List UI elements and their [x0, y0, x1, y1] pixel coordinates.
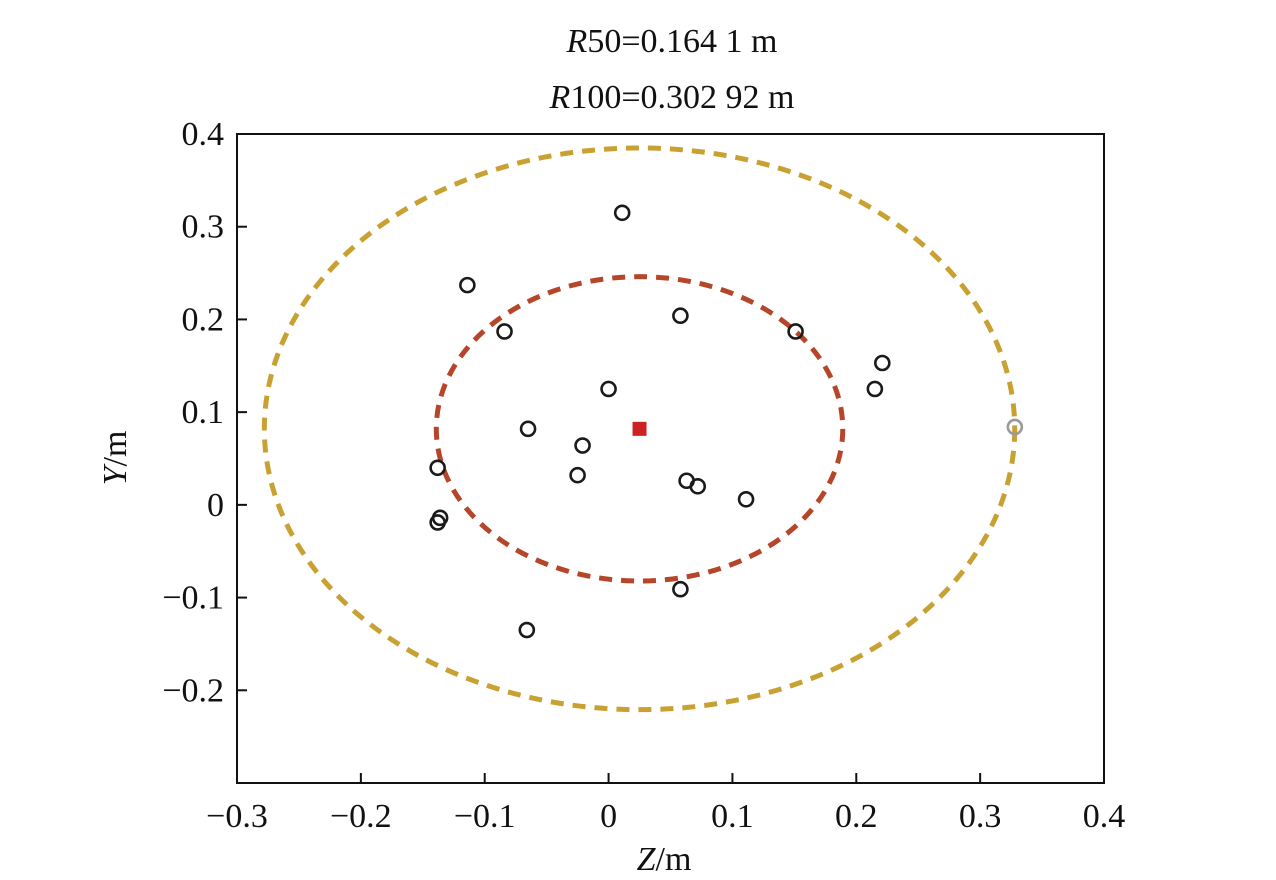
- outlier-point: [1006, 418, 1024, 436]
- data-point: [429, 459, 446, 477]
- y-tick-label: 0: [207, 487, 224, 524]
- x-tick-label: −0.1: [454, 798, 516, 835]
- data-point: [429, 514, 446, 531]
- y-tick-label: 0.2: [182, 301, 225, 338]
- data-point: [519, 420, 537, 438]
- data-point: [613, 204, 631, 222]
- center-marker: [632, 421, 647, 436]
- data-point: [866, 380, 884, 398]
- y-tick-label: −0.2: [162, 672, 224, 709]
- chart-title-line-1: R50=0.164 1 m: [566, 23, 778, 60]
- x-axis-label: Z/m: [637, 841, 692, 878]
- data-point: [496, 323, 513, 340]
- y-axis-label-unit: /m: [97, 431, 134, 467]
- circle-r100: [261, 145, 1018, 713]
- chart-title-line-2-var: R: [549, 79, 571, 116]
- data-point: [672, 580, 689, 598]
- data-point: [459, 276, 476, 294]
- circle-r50: [433, 274, 846, 584]
- x-tick-label: −0.3: [206, 798, 268, 835]
- data-point: [873, 354, 891, 372]
- x-tick-label: 0.3: [959, 798, 1002, 835]
- y-axis-label-var: Y: [97, 463, 134, 485]
- chart-title-line-1-rest: 50=0.164 1 m: [587, 23, 777, 60]
- chart-title-line-2-rest: 100=0.302 92 m: [570, 79, 794, 116]
- chart-title-line-2: R100=0.302 92 m: [549, 79, 795, 116]
- radius-circles: [261, 145, 1018, 713]
- chart-title-line-1-var: R: [566, 23, 588, 60]
- data-point: [518, 621, 536, 639]
- data-point: [689, 478, 707, 495]
- data-point: [737, 490, 755, 508]
- y-tick-label: 0.1: [182, 394, 225, 431]
- x-axis-label-unit: /m: [656, 841, 692, 878]
- y-tick-label: −0.1: [162, 580, 224, 617]
- x-tick-label: −0.2: [330, 798, 392, 835]
- x-axis-label-var: Z: [637, 841, 657, 878]
- y-axis-label: Y/m: [97, 431, 134, 486]
- data-point: [787, 323, 804, 340]
- data-point: [600, 380, 617, 398]
- data-point: [574, 437, 591, 454]
- x-tick-label: 0.2: [835, 798, 878, 835]
- data-point: [569, 466, 586, 484]
- x-tick-label: 0.1: [711, 798, 754, 835]
- plot-frame: [236, 133, 1105, 784]
- impact-points: [429, 204, 1024, 639]
- axis-ticks: −0.3 −0.2 −0.1 0 0.1 0.2 0.3 0.4 0.4 0.3 0.2 0.1 0 −0…: [162, 116, 1125, 835]
- data-point: [672, 307, 689, 325]
- y-tick-label: 0.4: [182, 116, 225, 153]
- x-tick-label: 0: [600, 798, 617, 835]
- x-tick-label: 0.4: [1083, 798, 1126, 835]
- y-tick-label: 0.3: [182, 209, 225, 246]
